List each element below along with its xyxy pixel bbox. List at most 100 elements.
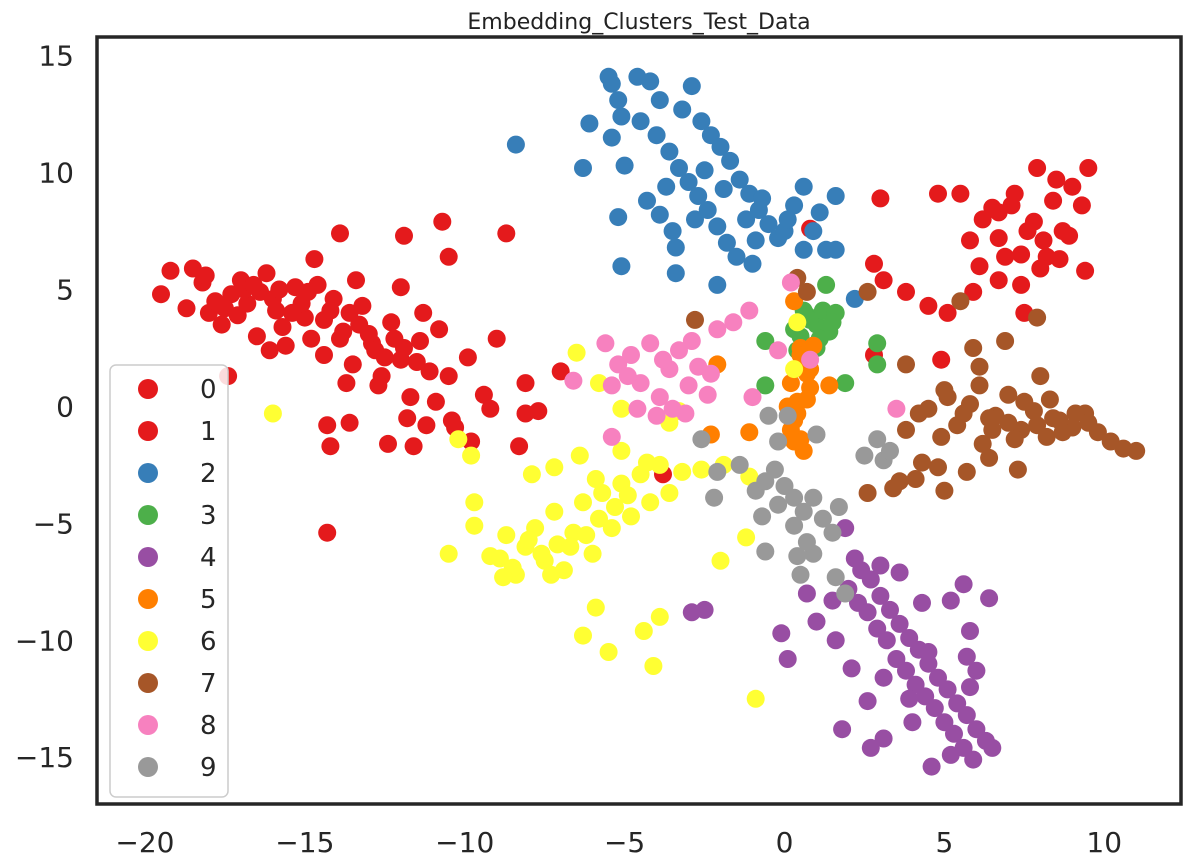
legend-marker bbox=[138, 379, 158, 399]
data-point bbox=[833, 720, 852, 739]
data-point bbox=[999, 385, 1018, 404]
data-point bbox=[759, 215, 778, 234]
data-point bbox=[650, 91, 669, 110]
plot-area bbox=[152, 67, 1146, 776]
data-point bbox=[871, 586, 890, 605]
data-point bbox=[778, 210, 797, 229]
data-point bbox=[609, 208, 628, 227]
data-point bbox=[414, 303, 433, 322]
data-point bbox=[564, 371, 583, 390]
data-point bbox=[602, 427, 621, 446]
data-point bbox=[420, 362, 439, 381]
data-point bbox=[804, 336, 823, 355]
data-point bbox=[302, 329, 321, 348]
data-point bbox=[583, 544, 602, 563]
legend-item: 5 bbox=[138, 585, 217, 615]
legend-item: 1 bbox=[138, 417, 217, 447]
data-point bbox=[906, 470, 925, 488]
data-point bbox=[686, 210, 704, 229]
data-point bbox=[244, 275, 263, 294]
data-point bbox=[964, 339, 983, 357]
data-point bbox=[426, 392, 445, 411]
data-point bbox=[804, 222, 823, 241]
data-point bbox=[577, 526, 596, 545]
data-point bbox=[791, 565, 810, 584]
data-point bbox=[826, 568, 845, 587]
data-point bbox=[970, 357, 989, 376]
data-point bbox=[813, 509, 832, 528]
legend-label: 0 bbox=[200, 375, 217, 405]
x-tick-label: −5 bbox=[604, 826, 645, 859]
data-point bbox=[913, 453, 931, 472]
data-point bbox=[711, 551, 730, 570]
data-point bbox=[708, 320, 727, 339]
y-tick-label: 5 bbox=[56, 274, 74, 307]
data-point bbox=[919, 643, 938, 661]
data-point bbox=[638, 453, 656, 472]
data-point bbox=[861, 570, 880, 589]
series-1 bbox=[318, 159, 1098, 542]
data-point bbox=[670, 341, 688, 360]
data-point bbox=[439, 544, 458, 563]
data-point bbox=[983, 738, 1002, 757]
data-point bbox=[570, 446, 589, 465]
data-point bbox=[1005, 184, 1024, 203]
data-point bbox=[900, 689, 919, 708]
data-point bbox=[270, 280, 289, 299]
data-point bbox=[874, 271, 893, 290]
data-point bbox=[650, 607, 669, 626]
data-point bbox=[439, 247, 458, 266]
data-point bbox=[820, 376, 839, 395]
data-point bbox=[807, 612, 826, 631]
data-point bbox=[519, 530, 538, 549]
y-tick-label: 0 bbox=[56, 390, 74, 423]
data-point bbox=[1018, 222, 1037, 241]
data-point bbox=[695, 161, 714, 180]
data-point bbox=[871, 189, 890, 208]
data-point bbox=[826, 631, 845, 650]
data-point bbox=[823, 313, 842, 332]
data-point bbox=[641, 334, 660, 353]
data-point bbox=[708, 217, 727, 236]
data-point bbox=[855, 446, 874, 465]
data-point bbox=[401, 388, 420, 407]
data-point bbox=[861, 738, 880, 757]
legend-marker bbox=[138, 631, 158, 651]
data-point bbox=[769, 432, 788, 451]
data-point bbox=[765, 460, 784, 479]
data-point bbox=[574, 159, 592, 177]
data-point bbox=[711, 137, 730, 156]
data-point bbox=[996, 247, 1015, 266]
data-point bbox=[1063, 177, 1082, 196]
data-point bbox=[727, 247, 746, 266]
data-point bbox=[663, 222, 682, 241]
data-point bbox=[737, 528, 756, 547]
data-point bbox=[1053, 423, 1072, 442]
data-point bbox=[797, 584, 816, 603]
data-point bbox=[321, 437, 340, 456]
data-point bbox=[961, 622, 979, 640]
data-point bbox=[618, 486, 637, 505]
data-point bbox=[331, 329, 349, 348]
data-point bbox=[1044, 409, 1063, 428]
data-point bbox=[961, 678, 979, 697]
legend-marker bbox=[138, 505, 158, 525]
data-point bbox=[913, 593, 931, 612]
data-point bbox=[497, 526, 516, 545]
data-point bbox=[551, 362, 570, 381]
data-point bbox=[1127, 441, 1146, 460]
data-point bbox=[686, 310, 704, 329]
data-point bbox=[842, 659, 861, 678]
data-point bbox=[701, 364, 720, 383]
data-point bbox=[945, 724, 963, 743]
data-point bbox=[612, 441, 631, 460]
data-point bbox=[660, 142, 679, 161]
legend-marker bbox=[138, 589, 158, 609]
data-point bbox=[679, 376, 698, 395]
data-point bbox=[957, 647, 976, 666]
data-point bbox=[315, 346, 333, 364]
data-point bbox=[925, 699, 944, 718]
data-point bbox=[1044, 191, 1063, 210]
data-point bbox=[938, 680, 957, 699]
